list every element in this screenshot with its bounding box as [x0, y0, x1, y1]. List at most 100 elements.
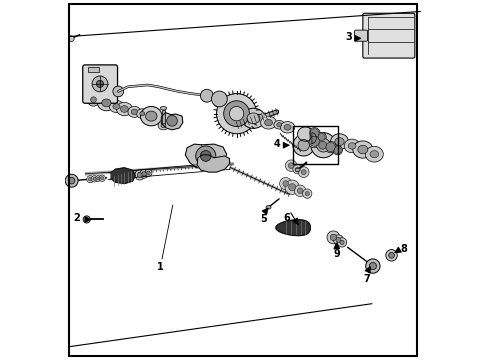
Ellipse shape: [294, 185, 305, 197]
Ellipse shape: [128, 106, 141, 117]
Ellipse shape: [140, 107, 162, 126]
Text: 4: 4: [273, 139, 280, 149]
Text: 7: 7: [362, 274, 369, 284]
Ellipse shape: [120, 105, 128, 112]
Ellipse shape: [337, 238, 346, 247]
Ellipse shape: [241, 108, 265, 129]
Ellipse shape: [332, 145, 342, 155]
Text: 5: 5: [260, 214, 267, 224]
Text: 8: 8: [400, 244, 407, 254]
Ellipse shape: [302, 189, 311, 198]
Ellipse shape: [109, 100, 123, 113]
Ellipse shape: [99, 175, 105, 181]
Ellipse shape: [113, 104, 120, 109]
Circle shape: [216, 94, 256, 134]
Ellipse shape: [309, 129, 319, 138]
Ellipse shape: [87, 93, 100, 106]
Ellipse shape: [330, 134, 348, 149]
Ellipse shape: [280, 122, 294, 133]
Text: 1: 1: [157, 262, 163, 273]
Bar: [292, 126, 337, 164]
Circle shape: [195, 146, 215, 166]
Ellipse shape: [347, 143, 355, 149]
Circle shape: [385, 249, 396, 261]
Text: 9: 9: [333, 249, 339, 259]
FancyBboxPatch shape: [354, 30, 367, 41]
Ellipse shape: [160, 107, 166, 110]
Ellipse shape: [309, 136, 319, 146]
Ellipse shape: [339, 240, 344, 244]
Polygon shape: [161, 113, 183, 130]
Ellipse shape: [142, 172, 146, 176]
Ellipse shape: [324, 141, 336, 153]
Circle shape: [83, 216, 90, 223]
Ellipse shape: [352, 141, 372, 158]
Ellipse shape: [292, 165, 302, 174]
Ellipse shape: [136, 109, 148, 118]
Text: 6: 6: [283, 213, 289, 223]
Ellipse shape: [246, 113, 260, 124]
Ellipse shape: [145, 111, 157, 121]
Circle shape: [96, 80, 103, 87]
Text: 2: 2: [73, 213, 80, 223]
Ellipse shape: [333, 235, 343, 245]
Circle shape: [65, 174, 78, 187]
Ellipse shape: [292, 134, 314, 156]
Polygon shape: [185, 144, 226, 169]
Circle shape: [200, 89, 213, 102]
Text: 3: 3: [345, 32, 351, 42]
Circle shape: [365, 259, 379, 273]
Polygon shape: [275, 220, 310, 235]
Ellipse shape: [369, 150, 378, 158]
Ellipse shape: [276, 123, 281, 127]
Ellipse shape: [308, 128, 320, 139]
Ellipse shape: [317, 140, 327, 150]
Ellipse shape: [140, 112, 144, 116]
Ellipse shape: [297, 188, 303, 194]
Ellipse shape: [316, 132, 325, 141]
Ellipse shape: [264, 120, 272, 126]
Ellipse shape: [102, 99, 111, 107]
Circle shape: [200, 150, 211, 161]
Ellipse shape: [273, 121, 284, 129]
Ellipse shape: [265, 206, 270, 209]
Ellipse shape: [137, 172, 142, 177]
Ellipse shape: [310, 133, 335, 158]
Ellipse shape: [284, 125, 290, 130]
Polygon shape: [197, 155, 229, 172]
Ellipse shape: [93, 177, 96, 180]
Ellipse shape: [88, 177, 92, 181]
Ellipse shape: [135, 170, 144, 180]
Polygon shape: [111, 168, 135, 184]
Circle shape: [68, 177, 75, 184]
Ellipse shape: [86, 176, 94, 183]
Ellipse shape: [158, 121, 168, 130]
Circle shape: [211, 91, 227, 107]
Ellipse shape: [333, 147, 341, 154]
Ellipse shape: [131, 109, 137, 114]
Ellipse shape: [288, 184, 295, 191]
Ellipse shape: [329, 234, 336, 240]
Ellipse shape: [295, 167, 299, 171]
Ellipse shape: [161, 123, 165, 128]
Ellipse shape: [95, 176, 101, 181]
Circle shape: [223, 101, 249, 127]
Bar: [88, 67, 99, 72]
Ellipse shape: [279, 177, 291, 190]
Polygon shape: [311, 133, 316, 143]
Ellipse shape: [317, 134, 325, 140]
Ellipse shape: [335, 237, 340, 242]
Ellipse shape: [146, 171, 150, 175]
Ellipse shape: [116, 102, 132, 116]
FancyBboxPatch shape: [362, 13, 414, 58]
Ellipse shape: [285, 180, 299, 194]
Ellipse shape: [282, 181, 288, 186]
Polygon shape: [297, 127, 309, 141]
Ellipse shape: [287, 163, 293, 168]
Ellipse shape: [357, 145, 367, 154]
Ellipse shape: [298, 167, 308, 177]
Ellipse shape: [101, 177, 103, 180]
Ellipse shape: [307, 135, 320, 148]
Circle shape: [229, 107, 244, 121]
Ellipse shape: [140, 170, 148, 178]
